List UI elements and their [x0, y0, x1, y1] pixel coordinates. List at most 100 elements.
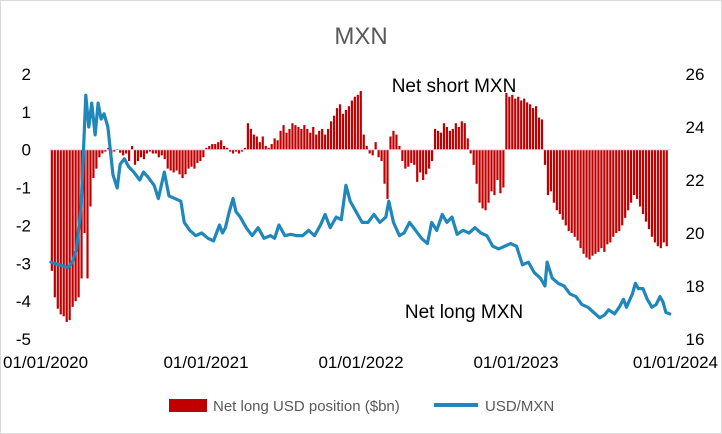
line-usdmxn: [49, 93, 672, 320]
bar: [142, 149, 146, 160]
bar: [395, 134, 398, 150]
bar: [74, 149, 77, 302]
bar: [656, 149, 659, 247]
bar: [130, 145, 134, 150]
bar: [635, 149, 639, 199]
bar: [231, 149, 235, 154]
bar: [202, 149, 205, 158]
right-tick-label: 26: [686, 65, 705, 84]
bar: [380, 149, 383, 162]
bar: [407, 149, 410, 167]
bar: [436, 130, 440, 150]
bar: [282, 125, 285, 150]
bar: [484, 149, 487, 211]
bar: [83, 149, 86, 233]
bar: [145, 149, 149, 154]
bar: [585, 149, 588, 258]
x-axis-ticks: 01/01/2020 01/01/2021 01/01/2022 01/01/2023…: [3, 353, 718, 372]
bar: [65, 149, 68, 322]
bar: [53, 149, 56, 298]
bar: [175, 149, 178, 171]
bar: [621, 149, 624, 226]
bar: [368, 149, 371, 154]
legend-label-line: USD/MXN: [485, 398, 554, 415]
bar: [442, 123, 446, 150]
bar: [537, 117, 541, 150]
bar: [425, 149, 428, 175]
bar: [338, 104, 342, 150]
bar: [609, 149, 612, 243]
right-tick-label: 22: [686, 171, 705, 190]
bar: [267, 147, 270, 150]
bar: [523, 98, 526, 150]
bar: [341, 113, 345, 150]
bar: [475, 149, 478, 184]
bar: [630, 149, 633, 203]
bar: [211, 144, 214, 150]
bar: [520, 100, 523, 150]
bar: [255, 136, 258, 150]
bar: [327, 128, 330, 150]
bar: [223, 145, 226, 150]
bar: [632, 149, 636, 196]
bar: [249, 128, 252, 150]
bar: [154, 149, 157, 154]
bar: [478, 149, 481, 203]
bar: [136, 149, 140, 162]
bar: [190, 149, 193, 167]
bar: [650, 149, 653, 237]
bar: [499, 149, 502, 194]
bar: [359, 91, 362, 150]
bar: [603, 149, 606, 252]
bar: [546, 149, 550, 196]
bar: [107, 147, 110, 150]
bar: [433, 128, 437, 150]
bar: [309, 132, 312, 150]
bar: [50, 149, 53, 271]
bar: [543, 149, 547, 165]
bar: [558, 149, 561, 215]
bar: [540, 119, 544, 150]
bar: [615, 149, 618, 233]
bar: [451, 128, 454, 150]
bar: [228, 149, 232, 152]
bar: [430, 149, 434, 162]
bar: [460, 121, 463, 150]
bar: [279, 130, 282, 150]
bar: [104, 149, 107, 152]
bar: [463, 123, 466, 150]
bar: [122, 149, 125, 156]
bar: [419, 149, 422, 173]
bar: [567, 149, 570, 232]
bar: [220, 140, 223, 150]
bar: [638, 149, 642, 207]
x-tick-label: 01/01/2024: [633, 353, 718, 372]
bar: [377, 149, 380, 158]
bar: [303, 125, 306, 150]
x-tick-label: 01/01/2023: [473, 353, 558, 372]
bar: [365, 145, 368, 150]
right-tick-label: 16: [686, 330, 705, 349]
bar: [92, 149, 95, 179]
bar: [534, 106, 538, 150]
bar: [258, 142, 261, 150]
bar: [344, 109, 348, 150]
bar: [555, 149, 558, 211]
bar: [410, 149, 413, 163]
bar: [324, 134, 327, 150]
bar: [502, 149, 505, 188]
bar: [157, 149, 160, 158]
bar: [641, 149, 645, 215]
bar: [549, 149, 552, 192]
left-tick-label: -4: [16, 292, 31, 311]
bar: [496, 149, 499, 180]
bar: [151, 149, 154, 154]
bar: [570, 149, 573, 233]
bar: [68, 149, 71, 321]
x-tick-label: 01/01/2020: [3, 353, 88, 372]
bar: [404, 149, 407, 169]
bar: [514, 98, 517, 150]
bar: [205, 147, 208, 150]
bar: [187, 149, 190, 169]
bar: [300, 128, 303, 150]
